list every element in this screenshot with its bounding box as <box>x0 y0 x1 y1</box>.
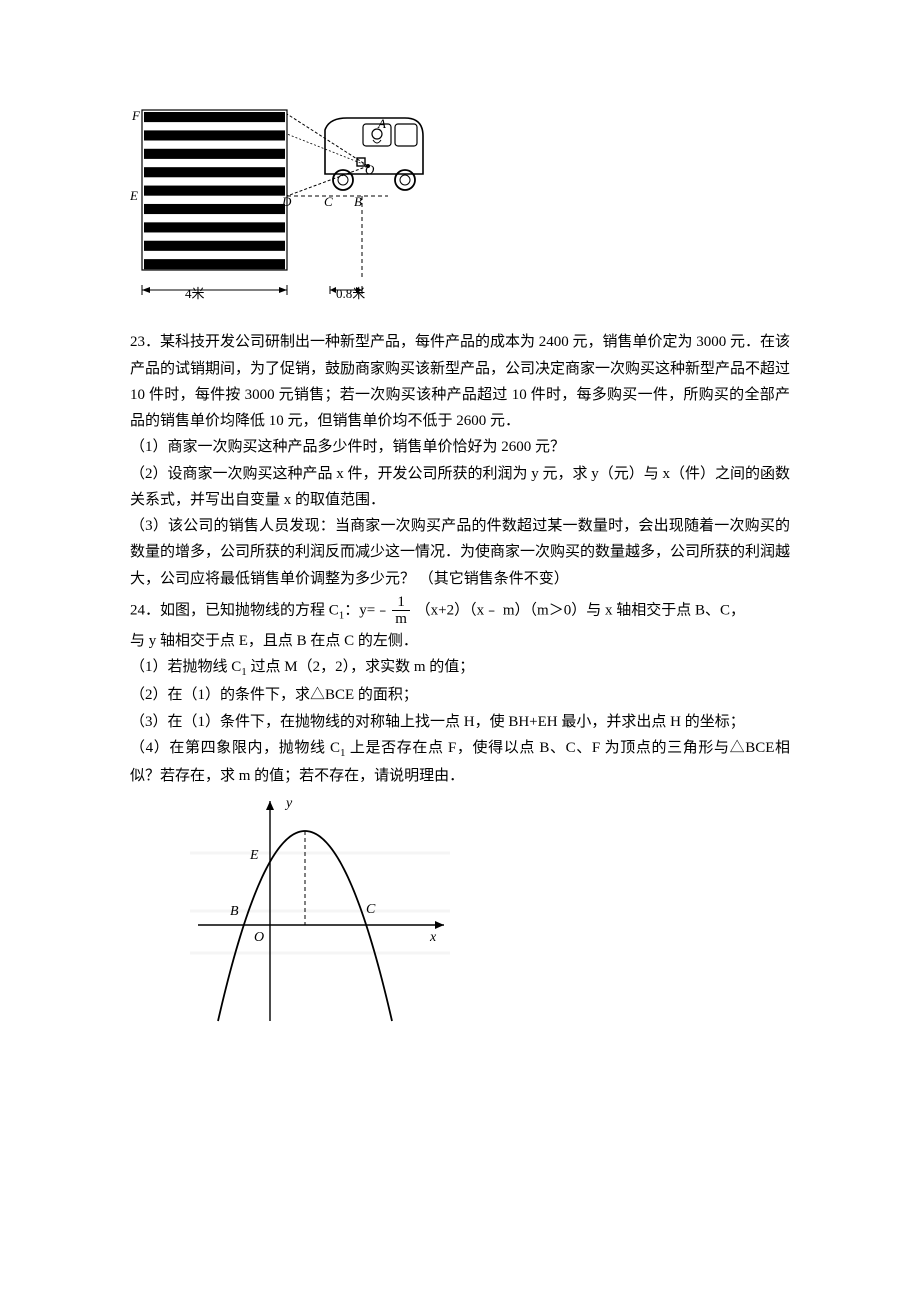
problem-23-head: 23．某科技开发公司研制出一种新型产品，每件产品的成本为 2400 元，销售单价… <box>130 334 790 429</box>
problem-23-q2: （2）设商家一次购买这种产品 x 件，开发公司所获的利润为 y 元，求 y（元）… <box>130 461 790 514</box>
problem-24-head-mid: ：y=﹣ <box>344 602 390 618</box>
fraction-num: 1 <box>392 594 410 612</box>
q1-pre: （1）若抛物线 C <box>130 659 241 675</box>
svg-text:4米: 4米 <box>185 286 205 301</box>
svg-text:y: y <box>284 796 293 811</box>
svg-text:B: B <box>354 194 362 209</box>
problem-23-q1: （1）商家一次购买这种产品多少件时，销售单价恰好为 2600 元？ <box>130 434 790 460</box>
problem-24-q4: （4）在第四象限内，抛物线 C1 上是否存在点 F，使得以点 B、C、F 为顶点… <box>130 735 790 790</box>
problem-24-figure: y x E BO C <box>190 795 790 1034</box>
problem-24-head-post: （x+2）（x﹣ m）（m＞0）与 x 轴相交于点 B、C， <box>416 602 745 618</box>
problem-22-figure: F E D C B O A 4米 0.8米 <box>130 100 790 319</box>
svg-text:O: O <box>254 930 264 945</box>
q4-pre: （4）在第四象限内，抛物线 C <box>130 740 340 756</box>
svg-text:E: E <box>249 848 259 863</box>
svg-text:x: x <box>429 930 437 945</box>
svg-text:O: O <box>365 162 375 177</box>
svg-text:A: A <box>377 116 386 131</box>
crosswalk-bus-figure: F E D C B O A 4米 0.8米 <box>130 100 430 310</box>
problem-23-q3: （3）该公司的销售人员发现：当商家一次购买产品的件数超过某一数量时，会出现随着一… <box>130 513 790 592</box>
problem-24-q3: （3）在（1）条件下，在抛物线的对称轴上找一点 H，使 BH+EH 最小，并求出… <box>130 709 790 735</box>
svg-text:B: B <box>230 904 239 919</box>
problem-24-q1: （1）若抛物线 C1 过点 M（2，2），求实数 m 的值； <box>130 654 790 682</box>
problem-24: 24．如图，已知抛物线的方程 C 1：y=﹣1m （x+2）（x﹣ m）（m＞0）… <box>130 594 790 628</box>
svg-text:E: E <box>130 188 138 203</box>
svg-text:F: F <box>131 108 141 123</box>
problem-24-q2: （2）在（1）的条件下，求△BCE 的面积； <box>130 682 790 708</box>
q1-post: 过点 M（2，2），求实数 m 的值； <box>247 659 475 675</box>
problem-24-line2: 与 y 轴相交于点 E，且点 B 在点 C 的左侧． <box>130 628 790 654</box>
problem-24-head-pre: 24．如图，已知抛物线的方程 C <box>130 602 339 618</box>
parabola-figure: y x E BO C <box>190 795 450 1025</box>
svg-text:C: C <box>324 194 333 209</box>
svg-text:0.8米: 0.8米 <box>336 286 365 301</box>
fraction-den: m <box>392 611 410 628</box>
svg-text:C: C <box>366 902 376 917</box>
fraction-1-over-m: 1m <box>392 594 410 628</box>
problem-23: 23．某科技开发公司研制出一种新型产品，每件产品的成本为 2400 元，销售单价… <box>130 329 790 434</box>
svg-text:D: D <box>281 194 292 209</box>
